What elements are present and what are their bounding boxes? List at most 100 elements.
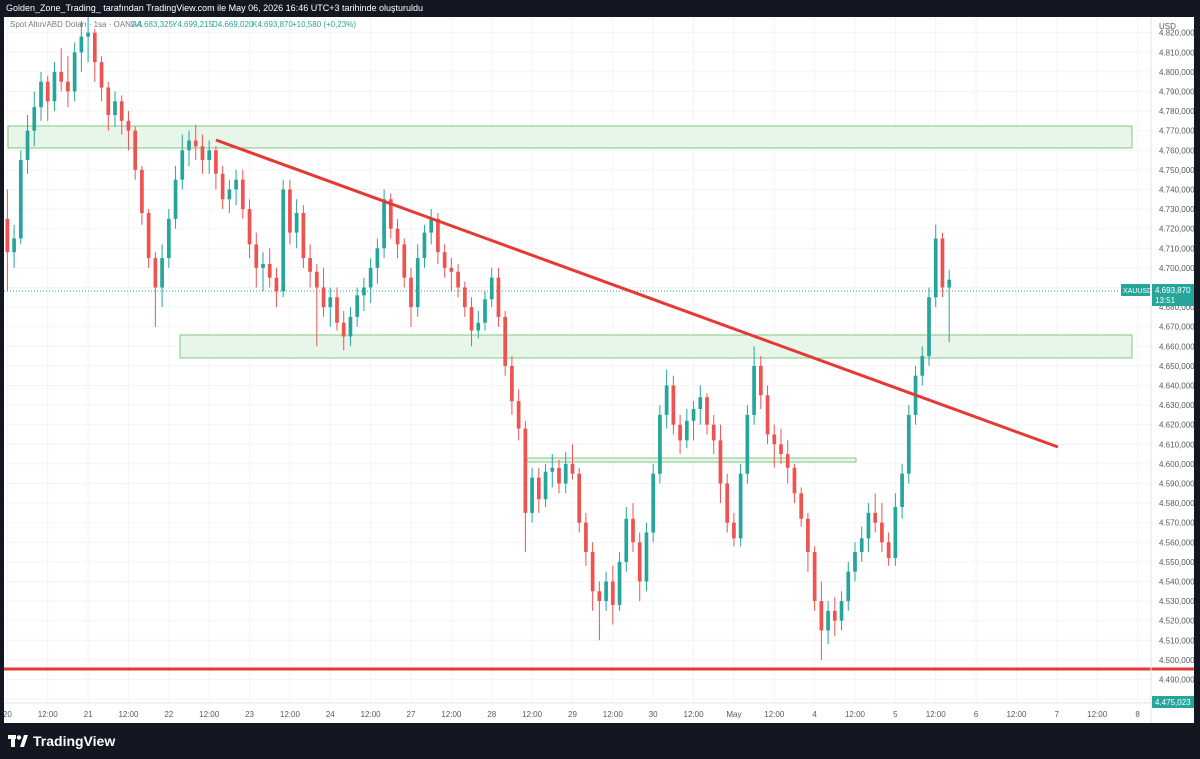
candle-body [5, 218, 10, 253]
candle [308, 244, 312, 288]
candle-body [308, 258, 312, 272]
y-tick-label: 4.680,000 [1159, 303, 1194, 312]
brand-name: TradingView [33, 733, 116, 749]
candle [826, 601, 830, 645]
x-tick-label: 24 [326, 710, 335, 719]
candles [5, 17, 952, 660]
candle [503, 311, 508, 376]
time-axis[interactable]: 20 12:00 21 12:00 22 12:00 23 12:00 24 12:00 27 12:… [4, 710, 1140, 719]
y-tick-label: 4.520,000 [1159, 617, 1194, 626]
candle [624, 507, 629, 572]
descending-trendline[interactable] [215, 138, 1059, 449]
candle-body [187, 140, 191, 151]
candle [395, 218, 400, 259]
y-tick-label: 4.760,000 [1159, 146, 1194, 155]
candle-body [933, 238, 938, 298]
candle [133, 126, 138, 180]
candle-body [456, 271, 460, 288]
y-tick-label: 4.650,000 [1159, 362, 1194, 371]
tradingview-logo[interactable]: TradingView [8, 733, 115, 749]
candle-body [193, 140, 198, 147]
candle [247, 199, 252, 259]
candle [288, 179, 292, 245]
candle-body [422, 232, 427, 259]
y-tick-label: 4.730,000 [1159, 205, 1194, 214]
candle-body [671, 385, 676, 425]
candle-body [476, 322, 481, 331]
resistance-zone[interactable] [7, 125, 1133, 149]
candle [664, 369, 669, 429]
candle [745, 405, 750, 484]
x-tick-label: 12:00 [38, 710, 59, 719]
support-zone-mid[interactable] [179, 334, 1133, 359]
candle [200, 134, 205, 174]
x-tick-label: 22 [164, 710, 173, 719]
tag-symbol: XAUUSD [1123, 288, 1152, 295]
candle [637, 532, 642, 602]
y-tick-label: 4.800,000 [1159, 68, 1194, 77]
candle-body [32, 107, 37, 131]
candle-body [301, 213, 306, 259]
candle-body [772, 434, 777, 445]
y-tick-label: 4.530,000 [1159, 597, 1194, 606]
candle-body [530, 477, 534, 513]
candle-body [449, 267, 454, 272]
candle-body [133, 130, 138, 170]
y-tick-label: 4.540,000 [1159, 577, 1194, 586]
candle-body [341, 322, 346, 337]
bottom-price-tag: 4.475,023 [1152, 696, 1194, 708]
candle [476, 311, 481, 339]
candle-body [765, 395, 770, 435]
x-tick-label: 12:00 [522, 710, 543, 719]
candle-body [664, 385, 669, 415]
candle [752, 346, 756, 425]
candle [772, 424, 777, 468]
candle [705, 393, 709, 435]
candle-body [597, 591, 602, 602]
candle-body [469, 307, 474, 331]
candle-body [483, 299, 487, 323]
candle [160, 244, 164, 308]
candle [543, 463, 548, 507]
candle [523, 420, 528, 553]
chart-panel[interactable]: USD 4.820,000 4.810,000 4.800,000 4.790,000… [4, 17, 1194, 723]
candle [240, 169, 245, 219]
candle-body [462, 287, 467, 308]
candle [335, 287, 339, 331]
y-tick-label: 4.550,000 [1159, 558, 1194, 567]
candle [900, 463, 904, 519]
x-tick-label: May [726, 710, 741, 719]
legend-low: D4.669,020 [212, 20, 254, 29]
candle-body [489, 277, 494, 300]
candle-body [153, 258, 158, 288]
candlestick-chart[interactable]: USD 4.820,000 4.810,000 4.800,000 4.790,000… [4, 17, 1194, 723]
candle [684, 409, 689, 449]
candle-body [160, 258, 164, 288]
candle-body [388, 199, 393, 229]
candle-body [126, 120, 131, 131]
candle [5, 189, 10, 292]
candle [462, 281, 467, 317]
candle [59, 48, 64, 92]
candle [52, 62, 57, 112]
creation-caption: Golden_Zone_Trading_ tarafından TradingV… [6, 3, 424, 13]
candle [187, 130, 191, 166]
candle [631, 503, 635, 553]
candle [806, 512, 810, 572]
small-zone[interactable] [526, 457, 857, 463]
x-tick-label: 12:00 [1006, 710, 1027, 719]
candle [597, 581, 602, 641]
candle-body [886, 542, 891, 558]
candle [173, 165, 178, 229]
candle-body [637, 542, 642, 582]
candle [678, 414, 682, 455]
legend-symbol: Spot Altın/ABD Doları · 1sa · OANDA [10, 20, 143, 29]
candle [940, 232, 945, 298]
price-axis[interactable]: 4.820,000 4.810,000 4.800,000 4.790,000 4.78… [1159, 29, 1194, 704]
candle-body [624, 518, 629, 562]
candle [577, 467, 582, 533]
candle-body [550, 467, 555, 472]
candle-body [140, 169, 144, 213]
candle [66, 56, 70, 108]
candle-body [442, 252, 447, 268]
